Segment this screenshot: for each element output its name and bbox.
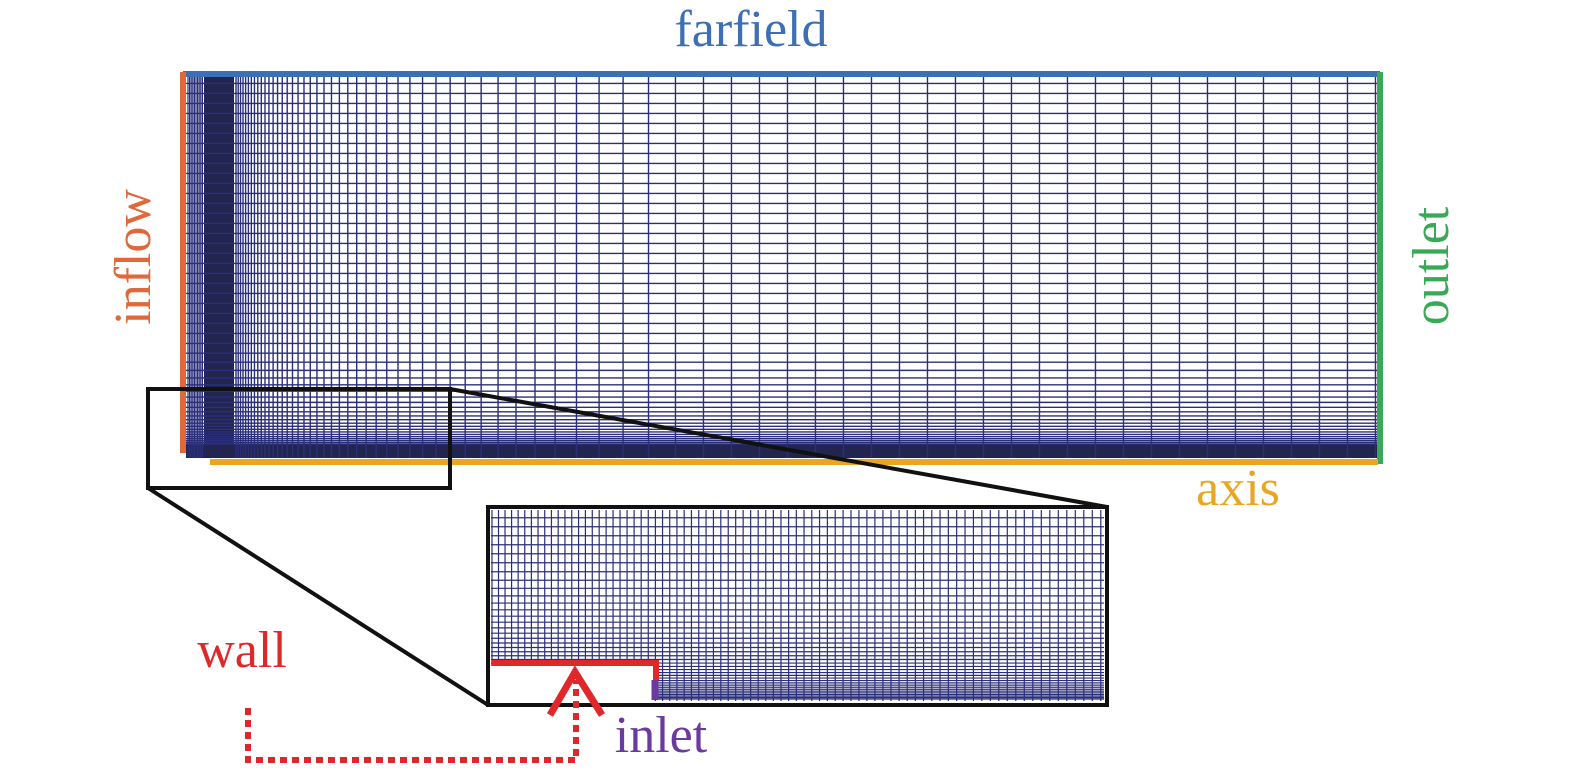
- mesh-dense-band-axis: [186, 444, 1378, 458]
- zoom-connector-bottom: [146, 486, 490, 707]
- main-mesh-grid: [186, 77, 1378, 458]
- wall-dotted-leader: [245, 680, 579, 763]
- label-outlet: outlet: [1403, 206, 1460, 325]
- label-farfield: farfield: [674, 1, 827, 58]
- wall-boundary: [492, 660, 659, 680]
- label-wall: wall: [197, 622, 287, 679]
- zoom-connector-top: [449, 387, 1108, 509]
- inset-frame: [486, 505, 1109, 707]
- label-inflow: inflow: [105, 189, 162, 325]
- zoom-region-box: [146, 387, 452, 490]
- wall-arrow-head: [546, 665, 605, 717]
- label-axis: axis: [1196, 460, 1280, 517]
- label-inlet: inlet: [615, 707, 708, 764]
- mesh-dense-band-inflow: [204, 77, 234, 458]
